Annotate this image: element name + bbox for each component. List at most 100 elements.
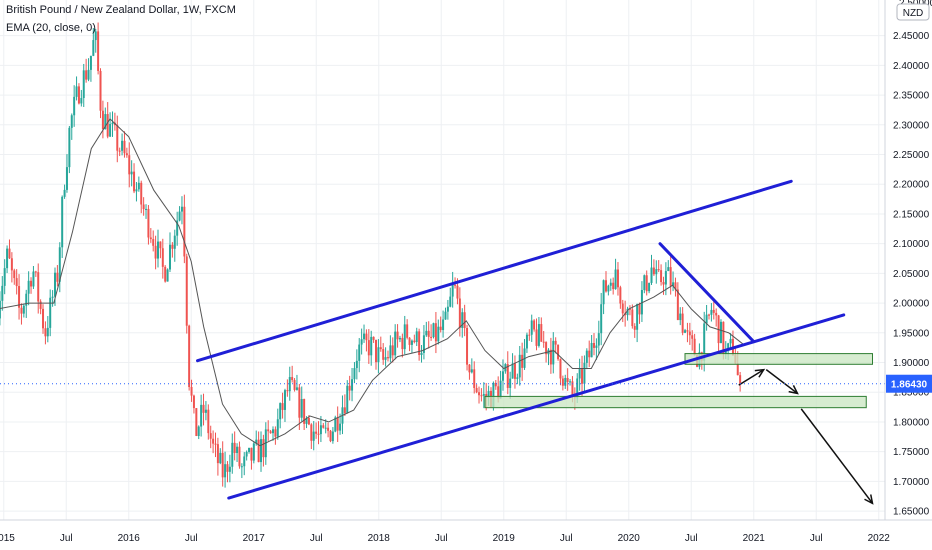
time-tick-label: Jul xyxy=(310,533,323,544)
candle-body xyxy=(224,464,227,478)
candle-body xyxy=(561,378,564,386)
candle-body xyxy=(650,267,653,283)
candle-body xyxy=(317,433,320,435)
candle-body xyxy=(255,439,258,444)
candle-body xyxy=(739,375,742,384)
currency-label: NZD xyxy=(903,8,924,19)
candle-body xyxy=(61,196,64,248)
candle-body xyxy=(276,419,279,437)
candle-body xyxy=(269,431,272,434)
candle-body xyxy=(176,220,179,236)
candle-body xyxy=(382,349,385,360)
candle-body xyxy=(164,266,167,282)
candle-body xyxy=(427,330,430,337)
candle-body xyxy=(545,342,548,355)
candle-body xyxy=(171,244,174,249)
candle-body xyxy=(327,427,330,431)
candle-body xyxy=(511,363,514,379)
candle-body xyxy=(595,345,598,348)
candle-body xyxy=(497,386,500,399)
candle-body xyxy=(379,347,382,350)
candle-body xyxy=(518,354,521,378)
candle-body xyxy=(576,378,579,399)
candle-body xyxy=(240,466,243,468)
candle-body xyxy=(336,417,339,431)
candle-body xyxy=(451,284,454,297)
candle-body xyxy=(68,127,71,168)
candle-body xyxy=(166,269,169,282)
time-tick-label: 2020 xyxy=(618,533,641,544)
candle-body xyxy=(329,430,332,442)
candle-body xyxy=(94,31,97,41)
candle-body xyxy=(248,447,251,452)
time-tick-label: Jul xyxy=(560,533,573,544)
candle-body xyxy=(377,347,380,363)
candle-body xyxy=(470,369,473,373)
candle-body xyxy=(348,385,351,391)
candle-body xyxy=(691,335,694,339)
time-tick-label: 2022 xyxy=(868,533,891,544)
candle-body xyxy=(307,417,310,425)
candle-body xyxy=(298,387,301,418)
candle-body xyxy=(432,323,435,338)
candle-body xyxy=(260,439,263,463)
candle-body xyxy=(434,323,437,342)
candle-body xyxy=(310,424,313,441)
candle-body xyxy=(619,287,622,304)
candle-body xyxy=(554,340,557,345)
candle-body xyxy=(101,110,104,130)
time-tick-label: Jul xyxy=(685,533,698,544)
time-tick-label: 2015 xyxy=(0,533,15,544)
arrow-head xyxy=(754,368,766,378)
candle-body xyxy=(638,303,641,315)
candle-body xyxy=(281,403,284,410)
candle-body xyxy=(413,340,416,343)
candle-body xyxy=(70,115,73,128)
time-tick-label: Jul xyxy=(810,533,823,544)
candle-body xyxy=(365,333,368,341)
time-tick-label: Jul xyxy=(60,533,73,544)
candle-body xyxy=(295,387,298,390)
candle-body xyxy=(667,267,670,272)
candle-body xyxy=(420,352,423,356)
candle-body xyxy=(42,308,45,329)
candle-body xyxy=(430,336,433,338)
candle-body xyxy=(37,272,40,302)
candle-body xyxy=(712,309,715,313)
candle-body xyxy=(408,337,411,345)
time-tick-label: 2019 xyxy=(493,533,516,544)
candle-body xyxy=(56,272,59,282)
projection-arrow xyxy=(800,408,874,504)
candle-body xyxy=(34,271,37,273)
candle-body xyxy=(705,314,708,324)
candle-body xyxy=(590,342,593,358)
candle-body xyxy=(410,340,413,345)
candle-body xyxy=(39,301,42,309)
candle-body xyxy=(135,189,138,192)
candle-body xyxy=(209,433,212,439)
candle-body xyxy=(367,340,370,356)
candle-body xyxy=(521,354,524,368)
grid xyxy=(0,0,885,520)
candle-body xyxy=(315,431,318,434)
candle-body xyxy=(346,385,349,414)
candle-body xyxy=(530,320,533,335)
candle-body xyxy=(559,359,562,379)
candle-body xyxy=(250,447,253,461)
candle-body xyxy=(449,296,452,307)
candle-body xyxy=(509,378,512,388)
candle-body xyxy=(487,390,490,398)
candle-body xyxy=(221,452,224,478)
candle-body xyxy=(49,297,52,328)
candle-body xyxy=(85,70,88,80)
candle-body xyxy=(621,303,624,314)
candle-body xyxy=(729,338,732,344)
candle-body xyxy=(157,241,160,259)
candle-body xyxy=(616,269,619,288)
candle-body xyxy=(312,431,315,441)
candle-body xyxy=(271,429,274,434)
candle-body xyxy=(73,96,76,116)
candle-body xyxy=(63,189,66,197)
